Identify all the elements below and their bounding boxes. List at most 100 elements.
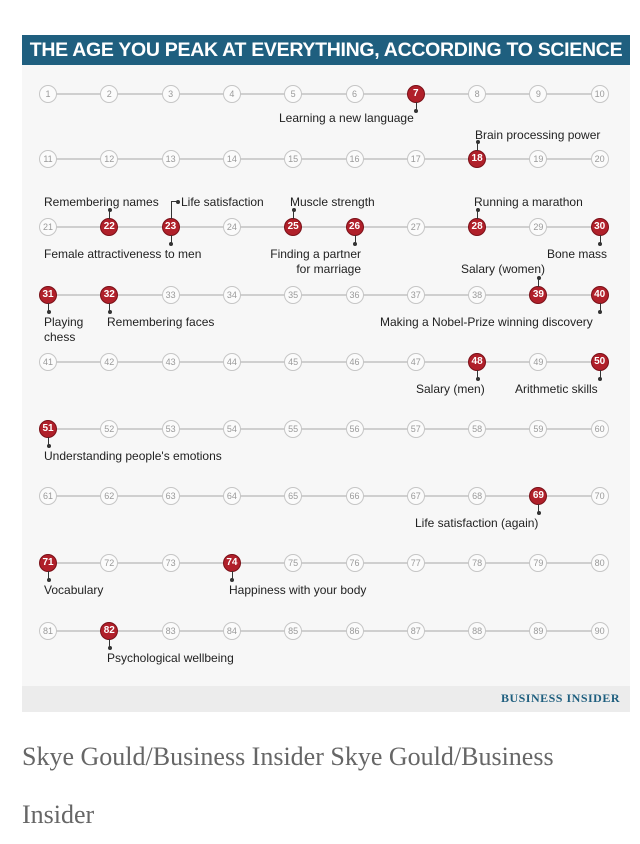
age-marker: 66 [345, 487, 364, 505]
age-marker: 90 [590, 622, 609, 640]
pin-stem [477, 370, 479, 380]
age-marker: 60 [590, 420, 609, 438]
pin-stem [354, 235, 356, 245]
pin-dot [598, 242, 603, 246]
peak-age-marker: 51 [39, 420, 57, 438]
age-marker: 88 [468, 622, 487, 640]
age-marker: 65 [284, 487, 303, 505]
peak-age-marker: 74 [222, 554, 241, 572]
pin-dot [536, 276, 541, 280]
age-marker: 1 [39, 85, 57, 103]
peak-age-marker: 39 [529, 286, 548, 304]
pin-dot [475, 208, 480, 212]
pin-dot [46, 444, 51, 448]
pin-stem [538, 504, 540, 514]
age-marker: 47 [406, 353, 425, 371]
peak-age-marker: 7 [406, 85, 425, 103]
peak-label: Life satisfaction (again) [415, 516, 539, 530]
age-marker: 43 [161, 353, 180, 371]
pin-dot [107, 310, 112, 314]
age-marker: 42 [100, 353, 119, 371]
infographic-panel [22, 35, 630, 712]
peak-age-marker: 69 [529, 487, 548, 505]
business-insider-logo: BUSINESS INSIDER [500, 691, 620, 705]
age-marker: 11 [39, 150, 57, 168]
peak-label: Muscle strength [290, 195, 375, 209]
pin-dot [353, 242, 357, 246]
age-marker: 10 [590, 85, 609, 103]
peak-age-marker: 30 [590, 218, 609, 236]
age-marker: 9 [529, 85, 548, 103]
age-marker: 89 [529, 622, 548, 640]
peak-label: Salary (men) [416, 382, 485, 396]
peak-label: Playing chess [44, 315, 84, 344]
age-marker: 37 [406, 286, 425, 304]
age-marker: 21 [39, 218, 57, 236]
pin-dot [46, 310, 51, 314]
age-marker: 44 [222, 353, 241, 371]
pin-stem [48, 437, 49, 447]
age-marker: 73 [161, 554, 180, 572]
peak-label: Psychological wellbeing [107, 651, 234, 665]
age-marker: 41 [39, 353, 57, 371]
pin-stem [599, 370, 601, 380]
pin-stem [109, 209, 111, 219]
age-marker: 45 [284, 353, 303, 371]
age-marker: 56 [345, 420, 364, 438]
pin-stem [170, 201, 177, 202]
age-marker: 35 [284, 286, 303, 304]
age-marker: 15 [284, 150, 303, 168]
age-marker: 46 [345, 353, 364, 371]
pin-stem [477, 141, 479, 151]
age-marker: 84 [222, 622, 241, 640]
pin-stem [109, 303, 111, 313]
peak-age-marker: 32 [100, 286, 119, 304]
age-marker: 33 [161, 286, 180, 304]
pin-stem [599, 303, 601, 313]
age-marker: 4 [222, 85, 241, 103]
age-marker: 5 [284, 85, 303, 103]
peak-age-marker: 23 [161, 218, 180, 236]
peak-label: Making a Nobel-Prize winning discovery [380, 315, 593, 329]
timeline-row-line [48, 562, 600, 564]
peak-label: Happiness with your body [229, 583, 367, 597]
pin-stem [48, 303, 49, 313]
age-marker: 14 [222, 150, 241, 168]
pin-stem [599, 235, 601, 245]
peak-label: Learning a new language [279, 111, 414, 125]
peak-label: Arithmetic skills [515, 382, 598, 396]
pin-dot [291, 208, 296, 212]
peak-age-marker: 26 [345, 218, 364, 236]
pin-stem [170, 235, 172, 245]
age-marker: 19 [529, 150, 548, 168]
age-marker: 76 [345, 554, 364, 572]
pin-stem [477, 209, 479, 219]
pin-stem [231, 571, 233, 581]
age-marker: 12 [100, 150, 119, 168]
peak-label: Brain processing power [475, 128, 601, 142]
pin-dot [475, 140, 480, 144]
age-marker: 75 [284, 554, 303, 572]
age-marker: 38 [468, 286, 487, 304]
pin-dot [46, 578, 51, 582]
pin-dot [107, 208, 112, 212]
peak-label: Finding a partner for marriage [270, 247, 361, 276]
age-marker: 81 [39, 622, 57, 640]
pin-stem [538, 277, 540, 287]
age-marker: 16 [345, 150, 364, 168]
pin-stem [415, 102, 417, 112]
timeline-row-line [48, 495, 600, 497]
age-marker: 77 [406, 554, 425, 572]
age-marker: 57 [406, 420, 425, 438]
peak-label: Life satisfaction [181, 195, 264, 209]
peak-age-marker: 22 [100, 218, 119, 236]
pin-dot [230, 578, 235, 582]
age-marker: 55 [284, 420, 303, 438]
age-marker: 64 [222, 487, 241, 505]
age-marker: 2 [100, 85, 119, 103]
image-caption: Skye Gould/Business Insider Skye Gould/B… [22, 742, 554, 829]
peak-label: Salary (women) [461, 262, 546, 276]
pin-dot [475, 377, 480, 381]
age-marker: 67 [406, 487, 425, 505]
age-marker: 68 [468, 487, 487, 505]
